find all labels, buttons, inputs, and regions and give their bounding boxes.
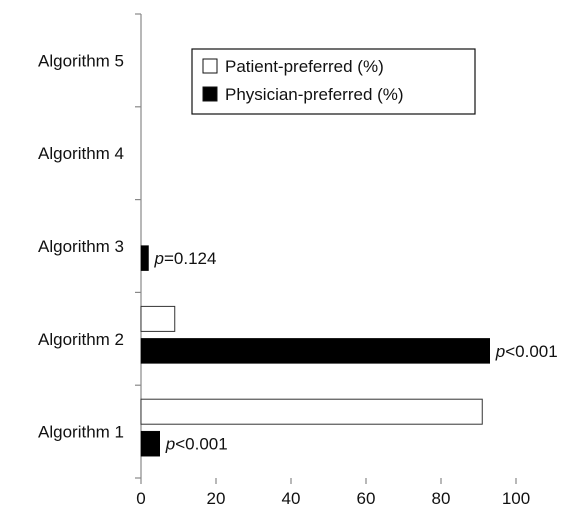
bar-patient-preferred [140,398,483,425]
x-tick-label: 20 [207,489,226,508]
p-value-label: p<0.001 [165,435,228,454]
category-label: Algorithm 1 [38,423,124,442]
bar-physician-preferred [140,338,490,364]
legend: Patient-preferred (%) Physician-preferred… [191,48,476,115]
legend-swatch-patient [202,58,218,74]
p-value-annotations: p<0.001 p<0.001 p=0.124 [154,249,558,454]
p-value-label: p<0.001 [495,342,558,361]
category-label: Algorithm 4 [38,144,124,163]
legend-label: Patient-preferred (%) [225,57,384,76]
x-tick-label: 60 [357,489,376,508]
x-tick-label: 0 [136,489,145,508]
x-tick-label: 40 [282,489,301,508]
bar-patient-preferred [140,305,176,332]
category-label: Algorithm 5 [38,51,124,70]
legend-box [191,48,476,115]
bars [140,245,490,457]
bar-physician-preferred [140,430,160,457]
x-tick-label: 100 [502,489,530,508]
bar-physician-preferred [140,245,149,271]
category-label: Algorithm 2 [38,330,124,349]
legend-swatch-physician [202,86,218,102]
p-value-label: p=0.124 [154,249,217,268]
category-label: Algorithm 3 [38,237,124,256]
legend-label: Physician-preferred (%) [225,85,404,104]
category-labels: Algorithm 1 Algorithm 2 Algorithm 3 Algorit… [38,51,124,441]
x-tick-label: 80 [432,489,451,508]
